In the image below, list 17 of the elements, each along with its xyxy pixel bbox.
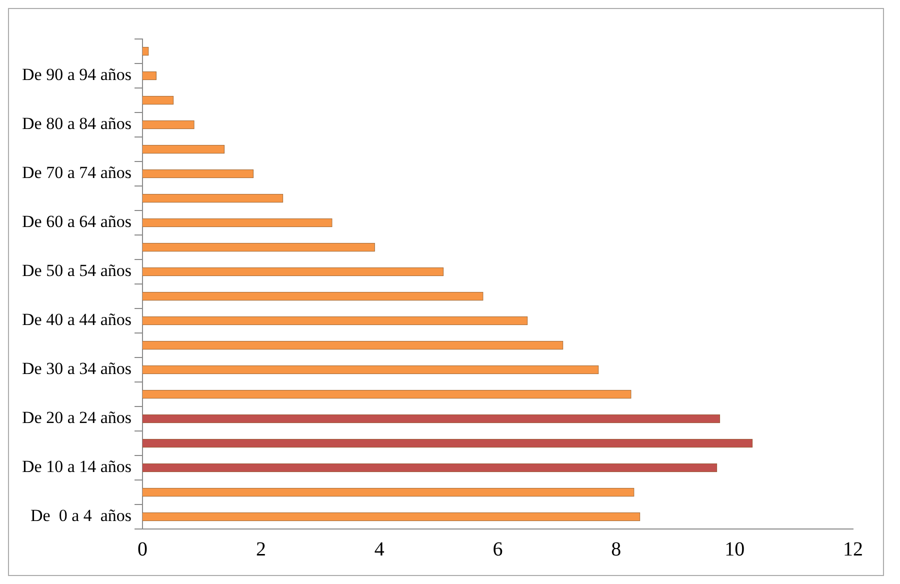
- y-tick-label: De 20 a 24 años: [22, 408, 132, 428]
- y-tick-label: De 50 a 54 años: [22, 261, 132, 280]
- y-tick-label: De 40 a 44 años: [22, 310, 132, 330]
- x-tick-label: 12: [843, 538, 863, 560]
- x-tick-label: 4: [374, 538, 384, 560]
- y-tick-label: De 90 a 94 años: [22, 65, 132, 84]
- x-tick-label: 8: [611, 538, 622, 560]
- x-tick-label: 6: [492, 538, 503, 560]
- y-tick-label: De 10 a 14 años: [22, 457, 132, 476]
- y-tick-label: De 30 a 34 años: [22, 359, 132, 378]
- x-tick-label: 0: [138, 538, 148, 560]
- y-tick-label: De 60 a 64 años: [22, 212, 132, 232]
- x-tick-label: 10: [724, 538, 745, 560]
- x-tick-label: 2: [256, 538, 266, 560]
- y-tick-label: De 0 a 4 años: [30, 506, 132, 526]
- y-tick-label: De 80 a 84 años: [22, 114, 132, 134]
- y-tick-label: De 70 a 74 años: [22, 163, 132, 182]
